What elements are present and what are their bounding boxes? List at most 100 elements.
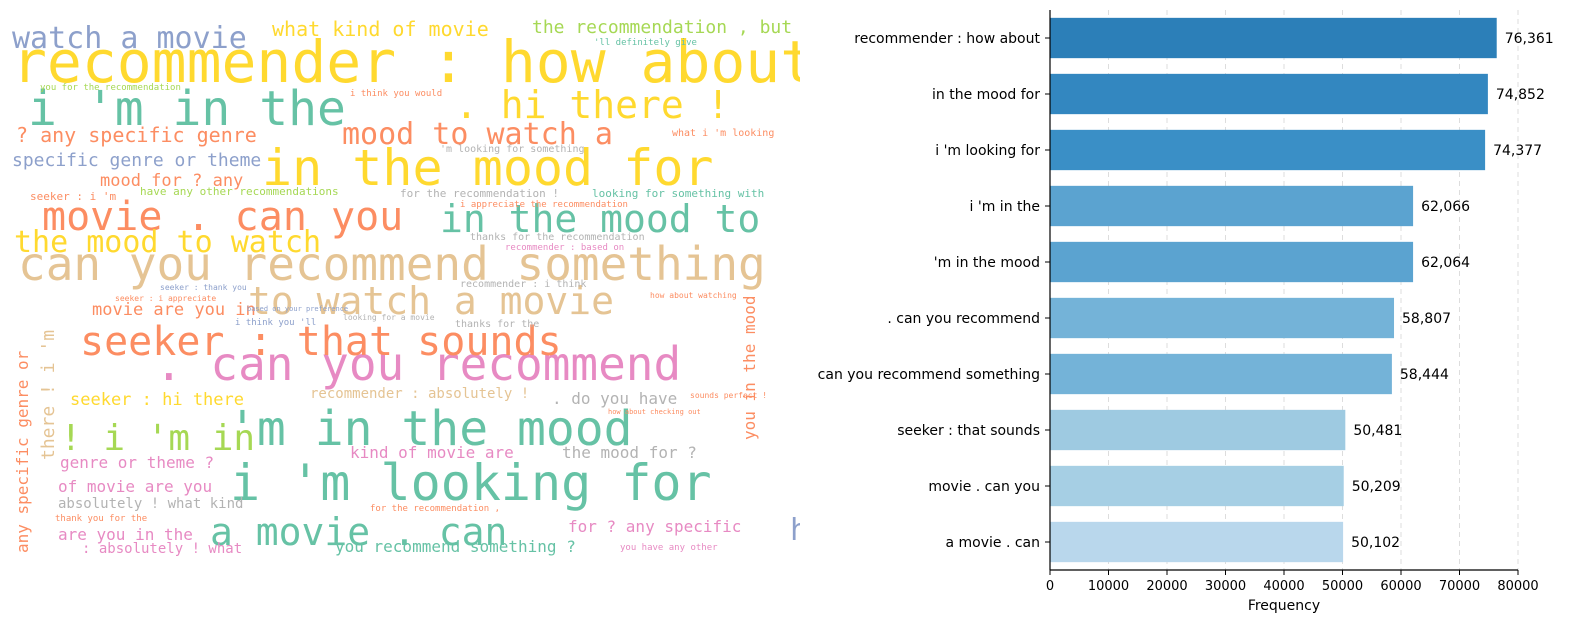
bar (1050, 409, 1346, 451)
word-cloud-phrase: movie . can you (42, 194, 403, 240)
category-label: movie . can you (928, 479, 1040, 495)
word-cloud-phrase: for the recommendation ! (400, 187, 559, 200)
word-cloud-phrase: . can you recommend (155, 337, 681, 391)
word-cloud-phrase: recommender : how about (12, 28, 800, 96)
value-label: 62,066 (1421, 199, 1470, 215)
x-tick-label: 80000 (1497, 579, 1538, 594)
category-label: recommender : how about (854, 31, 1040, 47)
word-cloud-phrase: seeker : hi there (70, 390, 244, 410)
word-cloud-phrase: i think you would (350, 89, 442, 99)
value-label: 58,807 (1402, 311, 1451, 327)
word-cloud-phrase: . do you have (552, 389, 677, 408)
category-label: i 'm looking for (935, 143, 1040, 159)
word-cloud-phrase: of movie are you (58, 477, 212, 496)
value-label: 74,377 (1493, 143, 1542, 159)
x-tick-label: 30000 (1205, 579, 1246, 594)
x-tick-label: 0 (1046, 579, 1054, 594)
x-axis-label: Frequency (1248, 598, 1320, 614)
word-cloud: recommender : how about in the mood for i … (0, 0, 800, 580)
word-cloud-phrase: looking for something with (592, 187, 764, 200)
bar (1050, 241, 1414, 283)
word-cloud-phrase: i 'm looking for (230, 454, 712, 512)
word-cloud-phrase: absolutely ! what kind (58, 496, 243, 512)
bar-chart: recommender : how about 76,361 in the mood… (800, 0, 1594, 631)
word-cloud-phrase: ? any specific genre (16, 123, 257, 147)
word-cloud-phrase: what kind of movie (272, 17, 489, 41)
bar-chart-canvas: recommender : how about 76,361 in the mood… (818, 10, 1554, 614)
category-label: can you recommend something (818, 367, 1040, 383)
x-tick-label: 20000 (1146, 579, 1187, 594)
word-cloud-phrase: thanks for the (455, 319, 539, 330)
word-cloud-phrase: genre or theme ? (60, 453, 214, 472)
category-label: seeker : that sounds (897, 423, 1040, 439)
word-cloud-phrase: watch a movie (12, 21, 247, 56)
word-cloud-phrase: have any other recommendations (140, 185, 339, 198)
x-tick-label: 70000 (1439, 579, 1480, 594)
word-cloud-phrase: looking for a movie (343, 313, 435, 322)
word-cloud-phrase: how about watching (650, 291, 737, 300)
bar (1050, 353, 1392, 395)
word-cloud-phrase: the mood for ? (562, 443, 697, 462)
category-label: a movie . can (945, 535, 1040, 551)
word-cloud-phrase: seeker : i appreciate (115, 294, 216, 303)
category-label: in the mood for (932, 87, 1040, 103)
x-tick-label: 10000 (1088, 579, 1129, 594)
bar (1050, 73, 1488, 115)
category-label: 'm in the mood (934, 255, 1040, 271)
word-cloud-phrase: you for the recommendation (40, 83, 181, 93)
word-cloud-phrase: a movie . can (210, 510, 507, 554)
word-cloud-phrase: for the recommendation , (370, 504, 500, 514)
word-cloud-phrase: to watch a movie (248, 279, 614, 323)
word-cloud-phrase: hi there ! i (790, 513, 800, 548)
word-cloud-phrase: recommender : i think (460, 279, 586, 290)
word-cloud-phrase: seeker : thank you (160, 283, 247, 292)
x-tick-label: 60000 (1380, 579, 1421, 594)
bar (1050, 465, 1344, 507)
word-cloud-phrase: movie are you in (92, 300, 256, 320)
word-cloud-phrase: mood to watch a (342, 117, 613, 152)
word-cloud-phrase: there ! i 'm (38, 330, 59, 460)
word-cloud-phrase: you in the mood (740, 296, 759, 441)
bar (1050, 17, 1497, 59)
category-label: i 'm in the (970, 199, 1040, 215)
word-cloud-phrase: any specific genre or (13, 350, 32, 553)
word-cloud-phrase: . hi there ! (455, 83, 730, 127)
word-cloud-phrase: seeker : i 'm (30, 190, 116, 203)
word-cloud-phrase: in the mood for (262, 139, 714, 197)
word-cloud-phrase: seeker : that sounds (80, 319, 562, 365)
word-cloud-phrase: thank you for the (55, 514, 147, 524)
value-label: 50,209 (1352, 479, 1401, 495)
x-tick-label: 50000 (1322, 579, 1363, 594)
word-cloud-phrase: the recommendation , but (532, 17, 792, 38)
word-cloud-phrase: for ? any specific (568, 517, 741, 536)
word-cloud-phrase: 'll definitely give (594, 38, 697, 48)
word-cloud-phrase: i 'm in the (28, 81, 346, 137)
bar (1050, 185, 1414, 227)
bar (1050, 129, 1486, 171)
word-cloud-phrase: in the mood to (440, 197, 760, 241)
x-tick-label: 40000 (1263, 579, 1304, 594)
value-label: 50,102 (1351, 535, 1400, 551)
word-cloud-phrase: : absolutely ! what (82, 541, 242, 557)
word-cloud-phrase: kind of movie are (350, 443, 514, 462)
word-cloud-phrase: i appreciate the recommendation (460, 200, 628, 210)
word-cloud-phrase: are you in the (58, 525, 193, 544)
word-cloud-phrase: you recommend something ? (335, 537, 576, 556)
word-cloud-phrase: you have any other (620, 543, 718, 553)
bar (1050, 297, 1395, 339)
bars (1050, 17, 1497, 563)
word-cloud-phrase: sounds perfect ! (690, 391, 767, 400)
word-cloud-phrase: mood for ? any (100, 171, 243, 191)
word-cloud-phrase: specific genre or theme (12, 150, 261, 171)
word-cloud-phrase: i think you 'll (235, 318, 316, 328)
value-label: 50,481 (1353, 423, 1402, 439)
word-cloud-phrase: what i 'm looking (672, 128, 774, 139)
category-label: . can you recommend (887, 311, 1040, 327)
word-cloud-phrase: how about checking out (608, 408, 701, 416)
word-cloud-phrase: ! i 'm in (60, 418, 255, 459)
word-cloud-phrase: recommender : absolutely ! (310, 386, 529, 402)
word-cloud-phrase: based on your preference (247, 305, 348, 313)
value-label: 58,444 (1400, 367, 1449, 383)
word-cloud-phrase: 'm looking for something (440, 144, 585, 155)
value-label: 74,852 (1496, 87, 1545, 103)
